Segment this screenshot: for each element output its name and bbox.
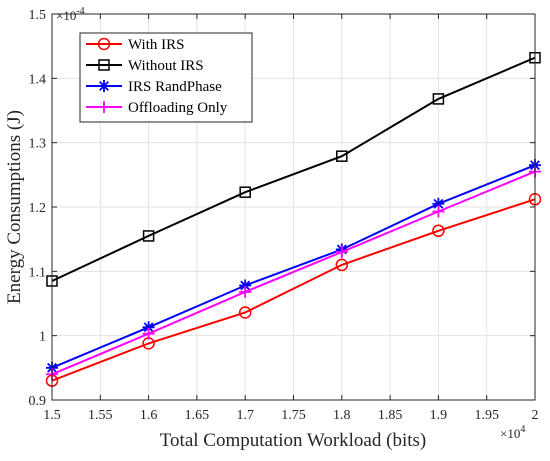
data-point-with-irs bbox=[335, 258, 349, 272]
series-without-irs bbox=[46, 51, 541, 287]
x-tick-label: 1.85 bbox=[378, 408, 403, 423]
x-tick-label: 1.9 bbox=[430, 408, 448, 423]
ticks: 1.5 1.55 1.6 1.65 1.7 1.75 1.8 1.85 1.9 1.95 20.91… bbox=[29, 8, 539, 423]
legend-item-irs-randphase: IRS RandPhase bbox=[86, 79, 222, 95]
x-tick-label: 1.8 bbox=[333, 408, 351, 423]
legend-label: With IRS bbox=[128, 37, 184, 53]
y-tick-label: 1 bbox=[39, 330, 46, 345]
legend: With IRS Without IRS IRS RandPhase Offloadi… bbox=[79, 32, 253, 123]
data-point-irs-randphase bbox=[239, 279, 252, 292]
data-point-irs-randphase bbox=[142, 321, 155, 334]
legend-item-with-irs: With IRS bbox=[86, 37, 184, 53]
y-exponent-label: ×10-4 bbox=[56, 6, 85, 23]
y-axis-label: Energy Consumptions (J) bbox=[4, 110, 25, 304]
x-tick-label: 1.7 bbox=[236, 408, 254, 423]
x-tick-label: 1.95 bbox=[474, 408, 499, 423]
y-exponent-base: ×10 bbox=[56, 8, 76, 23]
legend-label: Offloading Only bbox=[128, 100, 228, 116]
legend-marker bbox=[97, 37, 111, 51]
legend-marker bbox=[98, 80, 110, 92]
series-layer bbox=[45, 51, 542, 387]
x-exponent-base: ×10 bbox=[500, 426, 520, 441]
data-point-offloading-only bbox=[335, 246, 348, 259]
legend-item-offloading-only: Offloading Only bbox=[86, 100, 228, 116]
x-tick-label: 1.55 bbox=[88, 408, 113, 423]
legend-marker bbox=[98, 59, 110, 71]
x-exponent-power: 4 bbox=[520, 424, 525, 435]
y-tick-label: 1.5 bbox=[29, 8, 47, 23]
y-tick-label: 1.3 bbox=[29, 137, 47, 152]
data-point-without-irs bbox=[432, 93, 445, 105]
data-point-without-irs bbox=[142, 230, 155, 242]
data-point-with-irs bbox=[238, 306, 252, 319]
data-point-with-irs bbox=[432, 224, 445, 238]
y-tick-label: 1.2 bbox=[29, 201, 47, 216]
legend-marker bbox=[98, 101, 110, 113]
x-tick-label: 2 bbox=[532, 408, 539, 423]
x-tick-label: 1.5 bbox=[43, 408, 61, 423]
x-exponent-label: ×104 bbox=[500, 424, 525, 441]
data-point-irs-randphase bbox=[432, 197, 445, 210]
legend-label: IRS RandPhase bbox=[128, 79, 222, 95]
y-tick-label: 0.9 bbox=[29, 394, 47, 409]
x-tick-label: 1.75 bbox=[281, 408, 306, 423]
y-tick-label: 1.1 bbox=[29, 265, 47, 280]
data-point-without-irs bbox=[336, 150, 348, 162]
series-line-irs-randphase bbox=[51, 164, 536, 369]
legend-item-without-irs: Without IRS bbox=[86, 58, 204, 74]
data-point-without-irs bbox=[239, 186, 251, 198]
x-tick-label: 1.6 bbox=[140, 408, 158, 423]
x-axis-label: Total Computation Workload (bits) bbox=[160, 430, 426, 451]
data-point-offloading-only bbox=[142, 327, 155, 340]
x-tick-label: 1.65 bbox=[185, 408, 210, 423]
y-exponent-power: -4 bbox=[76, 6, 84, 17]
series-line-with-irs bbox=[51, 198, 536, 382]
data-point-offloading-only bbox=[239, 285, 252, 298]
series-line-offloading-only bbox=[51, 170, 536, 376]
legend-label: Without IRS bbox=[128, 58, 204, 74]
data-point-offloading-only bbox=[432, 205, 445, 218]
y-tick-label: 1.4 bbox=[29, 72, 47, 87]
series-line-without-irs bbox=[51, 56, 536, 282]
